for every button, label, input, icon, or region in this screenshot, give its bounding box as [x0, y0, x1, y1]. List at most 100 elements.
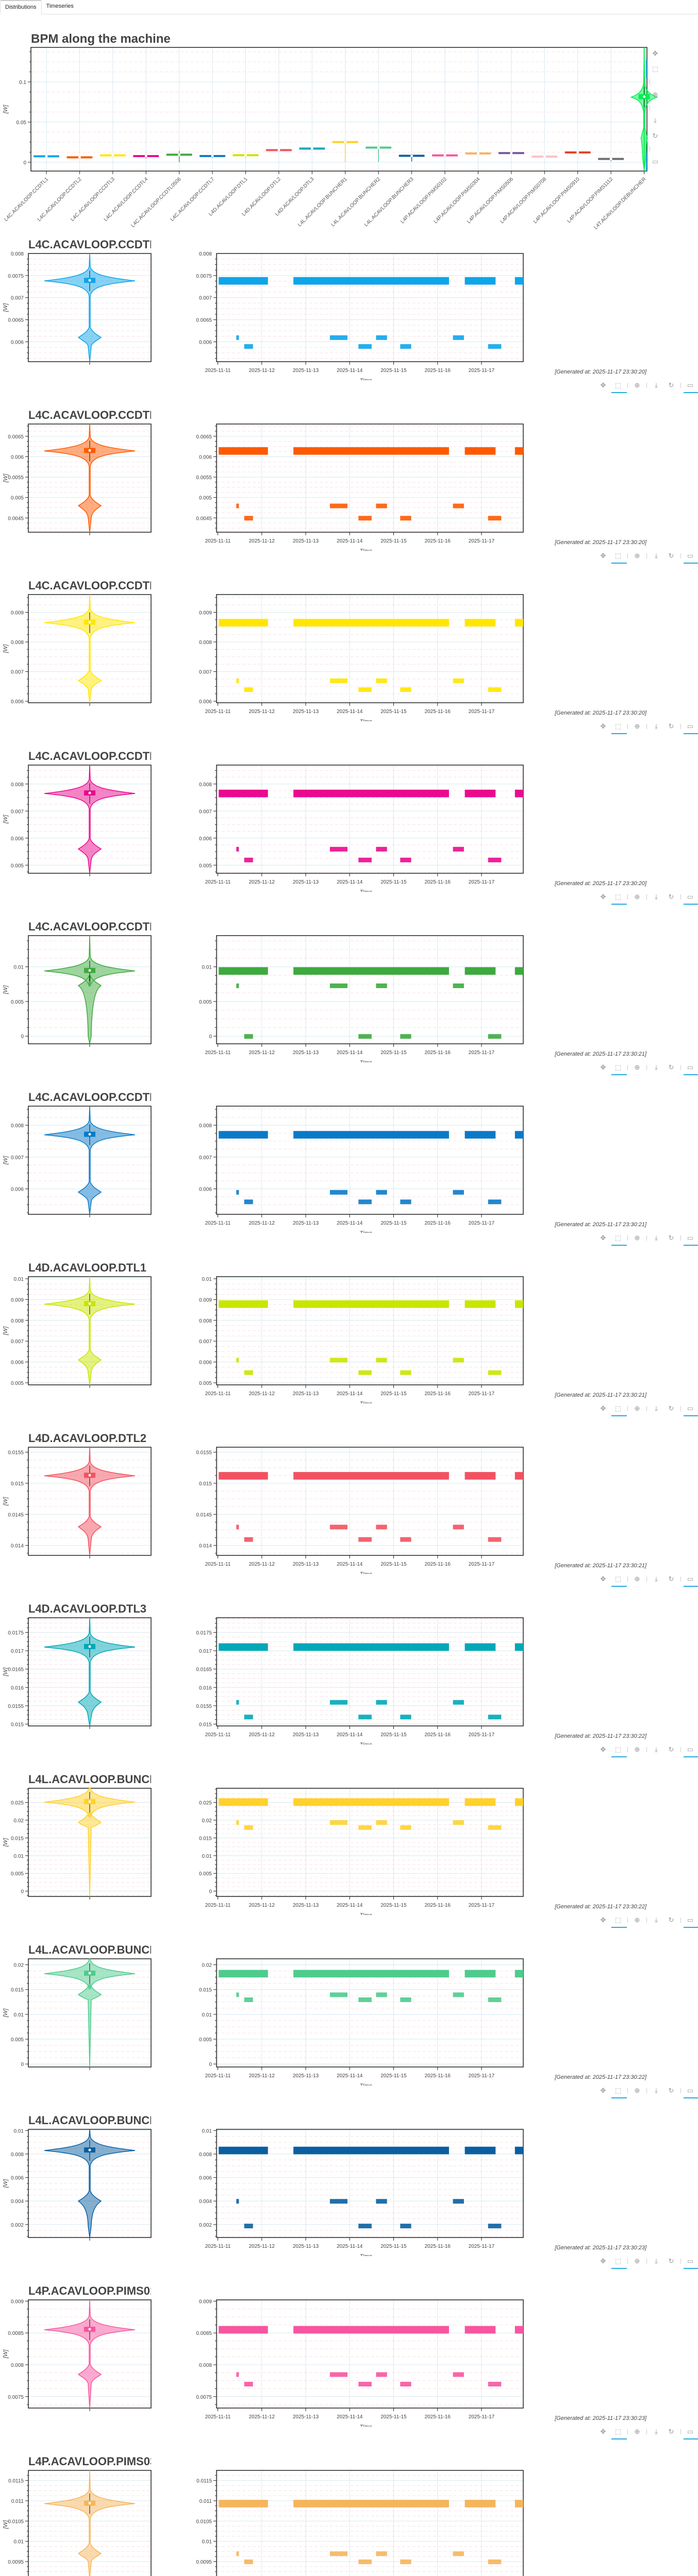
box-zoom-icon[interactable]: ⬚ — [611, 2256, 627, 2269]
hover-icon[interactable]: ▭ — [684, 1574, 698, 1587]
panel-plots[interactable]: 0.0045 0.005 0.0055 0.006 0.0065 [W] 0.0045 0.0… — [0, 401, 698, 551]
save-icon[interactable]: ⤓ — [655, 1234, 658, 1242]
wheel-zoom-icon[interactable]: ⊕ — [634, 893, 640, 901]
hover-icon[interactable]: ▭ — [646, 152, 661, 171]
box-zoom-icon[interactable]: ⬚ — [611, 1062, 627, 1075]
pan-icon[interactable]: ✥ — [600, 722, 606, 730]
hover-icon[interactable]: ▭ — [684, 2427, 698, 2439]
box-zoom-icon[interactable]: ⬚ — [611, 380, 627, 393]
save-icon[interactable]: ⤓ — [655, 1575, 658, 1583]
reset-icon[interactable]: ↻ — [668, 1404, 674, 1412]
pan-icon[interactable]: ✥ — [600, 2257, 606, 2265]
pan-icon[interactable]: ✥ — [600, 2087, 606, 2094]
pan-icon[interactable]: ✥ — [600, 1916, 606, 1924]
reset-icon[interactable]: ↻ — [668, 722, 674, 730]
pan-icon[interactable]: ✥ — [600, 2428, 606, 2435]
reset-icon[interactable]: ↻ — [668, 1916, 674, 1924]
pan-icon[interactable]: ✥ — [600, 1234, 606, 1242]
save-icon[interactable]: ⤓ — [655, 381, 658, 389]
panel-plots[interactable]: 0.0095 0.01 0.0105 0.011 0.0115 [W] 0.0095 0.01… — [0, 2448, 698, 2576]
panel-plots[interactable]: 0.006 0.0065 0.007 0.0075 0.008 [W] 0.006 0.006… — [0, 231, 698, 380]
save-icon[interactable]: ⤓ — [654, 116, 657, 124]
hover-icon[interactable]: ▭ — [684, 2086, 698, 2098]
save-icon[interactable]: ⤓ — [655, 2087, 658, 2094]
wheel-zoom-icon[interactable]: ⊕ — [634, 2087, 640, 2094]
reset-icon[interactable]: ↻ — [668, 381, 674, 389]
reset-icon[interactable]: ↻ — [652, 132, 658, 140]
hover-icon[interactable]: ▭ — [684, 1744, 698, 1757]
reset-icon[interactable]: ↻ — [668, 1063, 674, 1071]
tab-distributions[interactable]: Distributions — [0, 0, 42, 14]
save-icon[interactable]: ⤓ — [655, 2428, 658, 2435]
panel-plots[interactable]: 0.006 0.007 0.008 0.009 [W] 0.006 0.007 0.008 0.… — [0, 572, 698, 721]
wheel-zoom-icon[interactable]: ⊕ — [634, 722, 640, 730]
wheel-zoom-icon[interactable]: ⊕ — [634, 552, 640, 560]
box-zoom-icon[interactable]: ⬚ — [611, 892, 627, 905]
box-zoom-icon[interactable]: ⬚ — [611, 1403, 627, 1416]
wheel-zoom-icon[interactable]: ⊕ — [634, 381, 640, 389]
panel-plots[interactable]: 0 0.005 0.01 0.015 0.02 [W] 0 0.005 0.01 0.015 0.0… — [0, 1936, 698, 2086]
reset-icon[interactable]: ↻ — [668, 552, 674, 560]
panel-plots[interactable]: 0.005 0.006 0.007 0.008 [W] 0.005 0.006 0.007 0.… — [0, 742, 698, 892]
wheel-zoom-icon[interactable]: ⊕ — [634, 1063, 640, 1071]
wheel-zoom-icon[interactable]: ⊕ — [634, 1916, 640, 1924]
hover-icon[interactable]: ▭ — [684, 380, 698, 393]
wheel-zoom-icon[interactable]: ⊕ — [634, 1575, 640, 1583]
pan-icon[interactable]: ✥ — [600, 893, 606, 901]
save-icon[interactable]: ⤓ — [655, 552, 658, 560]
hover-icon[interactable]: ▭ — [684, 551, 698, 564]
panel-plots[interactable]: 0.002 0.004 0.006 0.008 0.01 [W] 0.002 0.004 0.0… — [0, 2107, 698, 2256]
pan-icon[interactable]: ✥ — [600, 1404, 606, 1412]
box-zoom-icon[interactable]: ⬚ — [611, 2427, 627, 2439]
reset-icon[interactable]: ↻ — [668, 2087, 674, 2094]
panel-plots[interactable]: 0 0.005 0.01 [W] 0 0.005 0.01 2025-11-11 2025-11… — [0, 913, 698, 1062]
panel-plots[interactable]: 0.0075 0.008 0.0085 0.009 [W] 0.0075 0.008 0.00… — [0, 2277, 698, 2427]
hover-icon[interactable]: ▭ — [684, 1403, 698, 1416]
box-zoom-icon[interactable]: ⬚ — [611, 721, 627, 734]
box-zoom-icon[interactable]: ⬚ — [646, 60, 661, 78]
reset-icon[interactable]: ↻ — [668, 2428, 674, 2435]
wheel-zoom-icon[interactable]: ⊕ — [634, 1404, 640, 1412]
wheel-zoom-icon[interactable]: ⊕ — [634, 2257, 640, 2265]
panel-plots[interactable]: 0.005 0.006 0.007 0.008 0.009 0.01 [W] 0.005 0.0… — [0, 1254, 698, 1403]
panel-plots[interactable]: 0 0.005 0.01 0.015 0.02 0.025 [W] 0 0.005 0.01 0.0… — [0, 1766, 698, 1915]
box-zoom-icon[interactable]: ⬚ — [611, 551, 627, 564]
save-icon[interactable]: ⤓ — [655, 2257, 658, 2265]
box-zoom-icon[interactable]: ⬚ — [611, 1915, 627, 1928]
save-icon[interactable]: ⤓ — [655, 1063, 658, 1071]
reset-icon[interactable]: ↻ — [668, 2257, 674, 2265]
wheel-zoom-icon[interactable]: ⊕ — [634, 1234, 640, 1242]
save-icon[interactable]: ⤓ — [655, 1404, 658, 1412]
box-zoom-icon[interactable]: ⬚ — [611, 1744, 627, 1757]
pan-icon[interactable]: ✥ — [600, 381, 606, 389]
wheel-zoom-icon[interactable]: ⊕ — [652, 91, 658, 98]
panel-plots[interactable]: 0.0150.01550.0160.01650.0170.0175[W]0.01… — [0, 1595, 698, 1744]
pan-icon[interactable]: ✥ — [600, 1063, 606, 1071]
panel-plots[interactable]: 0.014 0.0145 0.015 0.0155 [W] 0.014 0.0145 0.01… — [0, 1425, 698, 1574]
hover-icon[interactable]: ▭ — [684, 1915, 698, 1928]
pan-icon[interactable]: ✥ — [600, 1575, 606, 1583]
wheel-zoom-icon[interactable]: ⊕ — [634, 2428, 640, 2435]
pan-icon[interactable]: ✥ — [600, 552, 606, 560]
hover-icon[interactable]: ▭ — [684, 892, 698, 905]
save-icon[interactable]: ⤓ — [655, 1745, 658, 1753]
box-zoom-icon[interactable]: ⬚ — [611, 1574, 627, 1587]
box-zoom-icon[interactable]: ⬚ — [611, 1233, 627, 1246]
hover-icon[interactable]: ▭ — [684, 1062, 698, 1075]
pan-icon[interactable]: ✥ — [600, 1745, 606, 1753]
hover-icon[interactable]: ▭ — [684, 2256, 698, 2269]
hover-icon[interactable]: ▭ — [684, 1233, 698, 1246]
box-zoom-icon[interactable]: ⬚ — [611, 2086, 627, 2098]
reset-icon[interactable]: ↻ — [668, 1745, 674, 1753]
save-icon[interactable]: ⤓ — [655, 893, 658, 901]
panel-plots[interactable]: 0.006 0.007 0.008 [W] 0.006 0.007 0.008 2025-11… — [0, 1083, 698, 1233]
hover-icon[interactable]: ▭ — [684, 721, 698, 734]
pan-icon[interactable]: ✥ — [652, 49, 658, 57]
save-icon[interactable]: ⤓ — [655, 722, 658, 730]
reset-icon[interactable]: ↻ — [668, 1234, 674, 1242]
reset-icon[interactable]: ↻ — [668, 893, 674, 901]
save-icon[interactable]: ⤓ — [655, 1916, 658, 1924]
tab-timeseries[interactable]: Timeseries — [46, 3, 74, 9]
reset-icon[interactable]: ↻ — [668, 1575, 674, 1583]
summary-plot[interactable]: 00.050.1[W]L4C.ACAVLOOP.CCDTL1L4C.ACAVLO… — [0, 14, 698, 231]
